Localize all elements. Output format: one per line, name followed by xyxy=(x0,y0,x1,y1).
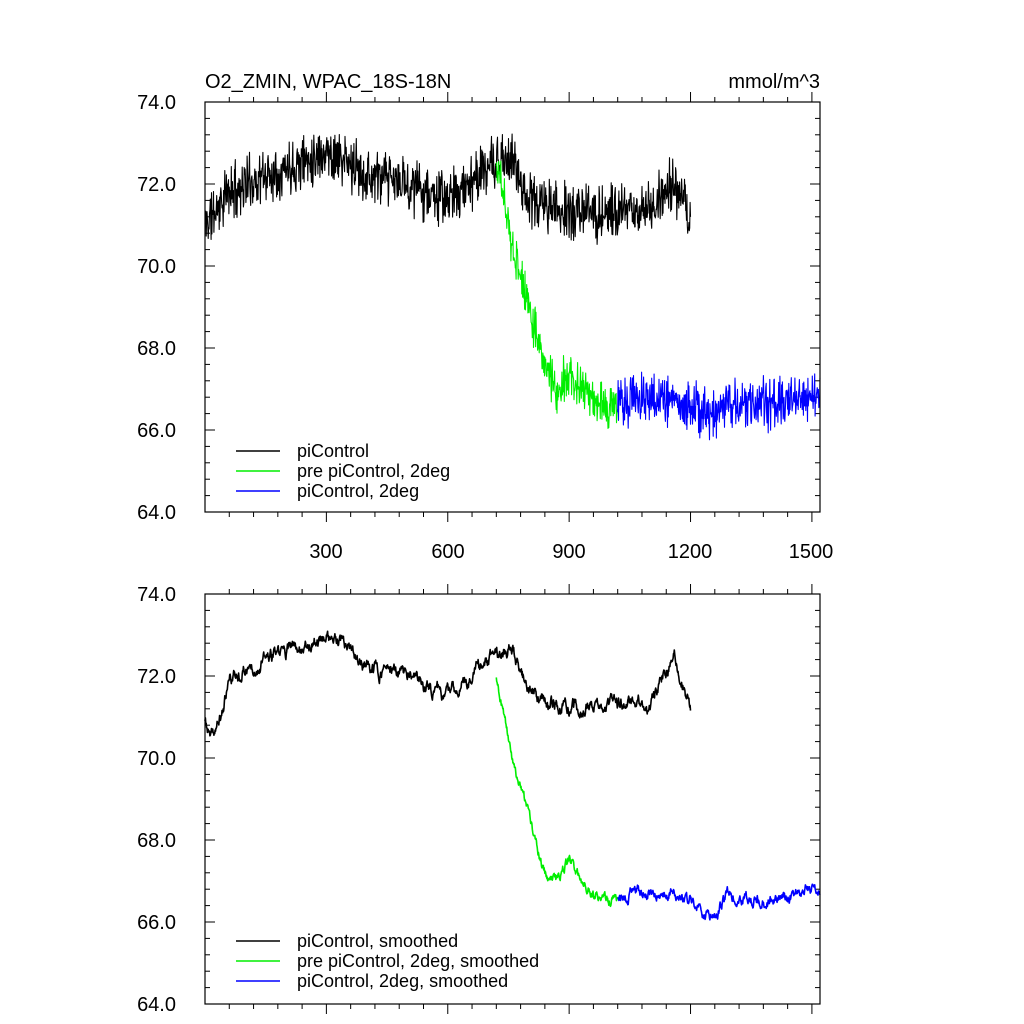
y-tick-label: 72.0 xyxy=(137,666,176,688)
panel-smoothed: 64.0 66.0 68.0 70.0 72.0 74.0 piControl,… xyxy=(137,584,821,1016)
chart-title: O2_ZMIN, WPAC_18S-18N xyxy=(205,71,451,93)
y-tick-label: 64.0 xyxy=(137,502,176,524)
axis-ticks xyxy=(205,92,820,522)
legend-label: pre piControl, 2deg, smoothed xyxy=(297,951,539,971)
y-tick-label: 66.0 xyxy=(137,912,176,934)
x-tick-label: 1500 xyxy=(789,541,834,563)
series-line xyxy=(617,371,821,441)
legend-label: piControl xyxy=(297,441,369,461)
y-tick-label: 70.0 xyxy=(137,256,176,278)
legend-label: pre piControl, 2deg xyxy=(297,461,450,481)
y-tick-label: 72.0 xyxy=(137,174,176,196)
legend-label: piControl, 2deg, smoothed xyxy=(297,971,508,991)
plot-frame xyxy=(204,593,821,1005)
y-tick-label: 74.0 xyxy=(137,584,176,606)
x-tick-label: 600 xyxy=(431,541,464,563)
x-tick-label: 900 xyxy=(552,541,585,563)
plot-frame xyxy=(204,101,821,513)
legend: piControl, smoothed pre piControl, 2deg,… xyxy=(236,931,539,991)
series-layer xyxy=(204,630,821,921)
x-tick-label: 300 xyxy=(309,541,342,563)
legend-label: piControl, smoothed xyxy=(297,931,458,951)
panel-raw: O2_ZMIN, WPAC_18S-18N mmol/m^3 64.0 66.0… xyxy=(137,71,833,563)
y-axis: 64.0 66.0 68.0 70.0 72.0 74.0 xyxy=(137,92,176,524)
y-tick-label: 64.0 xyxy=(137,994,176,1016)
series-line xyxy=(617,883,821,921)
y-tick-label: 66.0 xyxy=(137,420,176,442)
series-line xyxy=(495,160,619,430)
x-tick-label: 1200 xyxy=(668,541,713,563)
y-tick-label: 70.0 xyxy=(137,748,176,770)
units-label: mmol/m^3 xyxy=(728,71,820,93)
axis-ticks xyxy=(205,584,820,1014)
series-line xyxy=(495,677,619,908)
y-tick-label: 68.0 xyxy=(137,830,176,852)
series-layer xyxy=(204,133,821,441)
y-axis: 64.0 66.0 68.0 70.0 72.0 74.0 xyxy=(137,584,176,1016)
legend-label: piControl, 2deg xyxy=(297,481,419,501)
y-tick-label: 68.0 xyxy=(137,338,176,360)
x-axis: 300 600 900 1200 1500 xyxy=(309,541,833,563)
y-tick-label: 74.0 xyxy=(137,92,176,114)
legend: piControl pre piControl, 2deg piControl,… xyxy=(236,441,450,501)
series-line xyxy=(204,630,692,737)
series-line xyxy=(204,133,692,245)
